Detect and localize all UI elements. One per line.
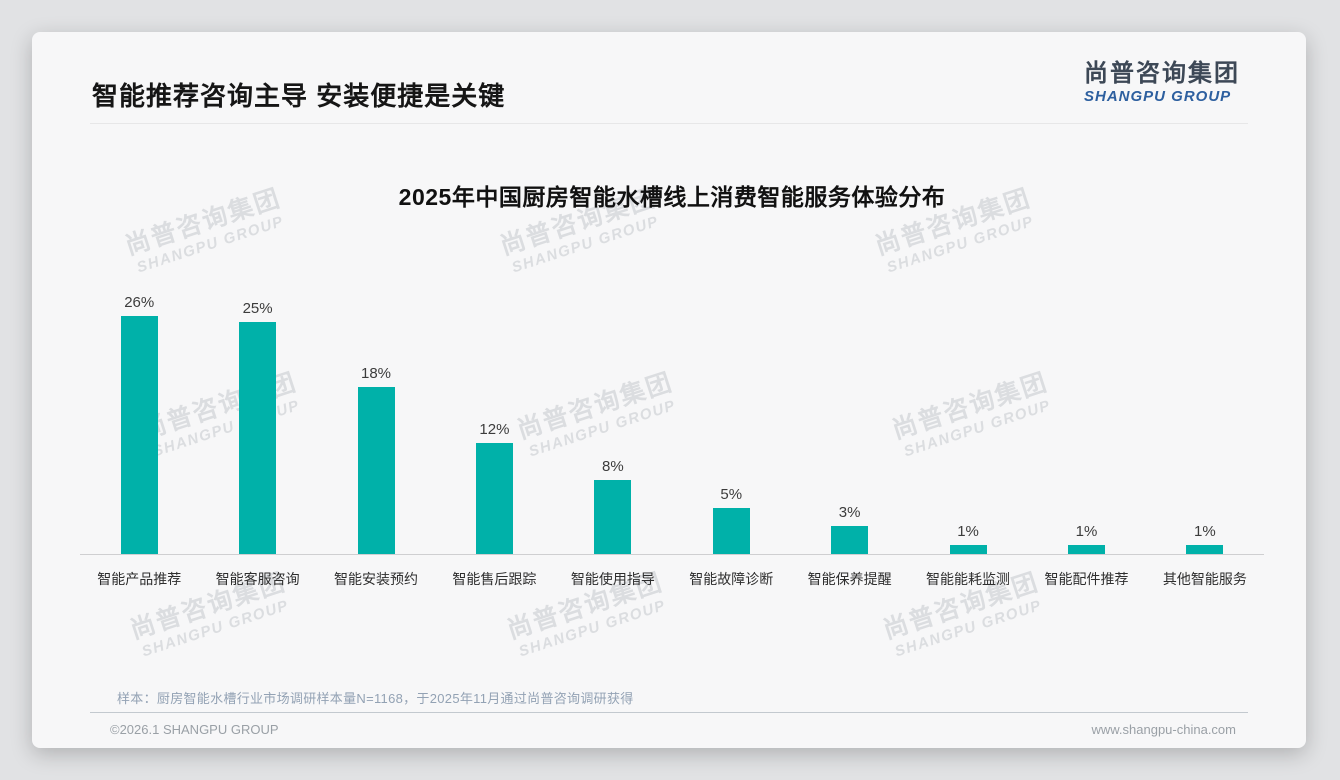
bar [831, 526, 869, 554]
bar-value-label: 26% [124, 294, 155, 311]
x-axis-label: 智能故障诊断 [689, 571, 774, 587]
bar [1186, 545, 1224, 554]
x-axis-label: 智能配件推荐 [1044, 571, 1129, 587]
bar [949, 545, 987, 554]
bar-value-label: 1% [957, 523, 979, 540]
company-logo: 尚普咨询集团 SHANGPU GROUP [1084, 60, 1240, 105]
bar [1067, 545, 1105, 554]
logo-text-en: SHANGPU GROUP [1084, 87, 1232, 105]
x-axis-label: 智能产品推荐 [97, 571, 182, 587]
bar-column: 8% [554, 294, 672, 554]
x-axis-label: 其他智能服务 [1162, 571, 1247, 587]
bar [594, 480, 632, 554]
bar-column: 1% [1146, 294, 1264, 554]
bar-value-label: 5% [720, 486, 743, 503]
bar-column: 18% [317, 294, 435, 554]
bar-column: 1% [909, 294, 1027, 554]
sample-note: 样本：厨房智能水槽行业市场调研样本量N=1168，于2025年11月通过尚普咨询… [117, 691, 634, 706]
bar-value-label: 1% [1194, 523, 1216, 540]
chart-title: 2025年中国厨房智能水槽线上消费智能服务体验分布 [398, 184, 946, 210]
x-axis-label: 智能安装预约 [334, 571, 419, 587]
slide-card: 尚普咨询集团 SHANGPU GROUP 尚普咨询集团 SHANGPU GROUP 尚普… [32, 32, 1306, 748]
bar-chart-plot: 26% 25% 18% 12% 8% 5% 3% 1% 1% 1% [80, 294, 1264, 554]
bar-value-label: 12% [479, 421, 510, 438]
x-axis-label: 智能使用指导 [570, 571, 655, 587]
logo-text-cn: 尚普咨询集团 [1084, 60, 1240, 87]
bar-column: 5% [672, 294, 790, 554]
bar-value-label: 1% [1075, 523, 1098, 540]
bar-column: 12% [435, 294, 553, 554]
bar-value-label: 18% [361, 365, 392, 382]
footer-copyright: ©2026.1 SHANGPU GROUP [110, 722, 279, 737]
x-axis-label: 智能能耗监测 [926, 571, 1011, 587]
bar [712, 508, 750, 554]
bar [357, 387, 395, 554]
x-axis-label: 智能售后跟踪 [452, 571, 537, 587]
x-axis-line [80, 554, 1264, 555]
bar-value-label: 3% [838, 504, 861, 521]
bar-value-label: 8% [601, 458, 624, 475]
bar-value-label: 25% [242, 300, 273, 317]
x-axis-label: 智能保养提醒 [807, 571, 892, 587]
bar-column: 1% [1027, 294, 1145, 554]
header-divider [90, 123, 1248, 124]
x-axis-label: 智能客服咨询 [215, 571, 300, 587]
bar-column: 3% [790, 294, 908, 554]
bar [475, 443, 513, 554]
bar [239, 322, 277, 554]
footer-divider [90, 712, 1248, 713]
bar-column: 26% [80, 294, 198, 554]
footer-url: www.shangpu-china.com [1091, 722, 1236, 737]
x-axis-labels: 智能产品推荐 智能客服咨询 智能安装预约 智能售后跟踪 智能使用指导 智能故障诊断 智能保养… [80, 569, 1264, 589]
bar-column: 25% [198, 294, 316, 554]
page-title: 智能推荐咨询主导 安装便捷是关键 [92, 81, 506, 111]
bar [120, 316, 158, 554]
